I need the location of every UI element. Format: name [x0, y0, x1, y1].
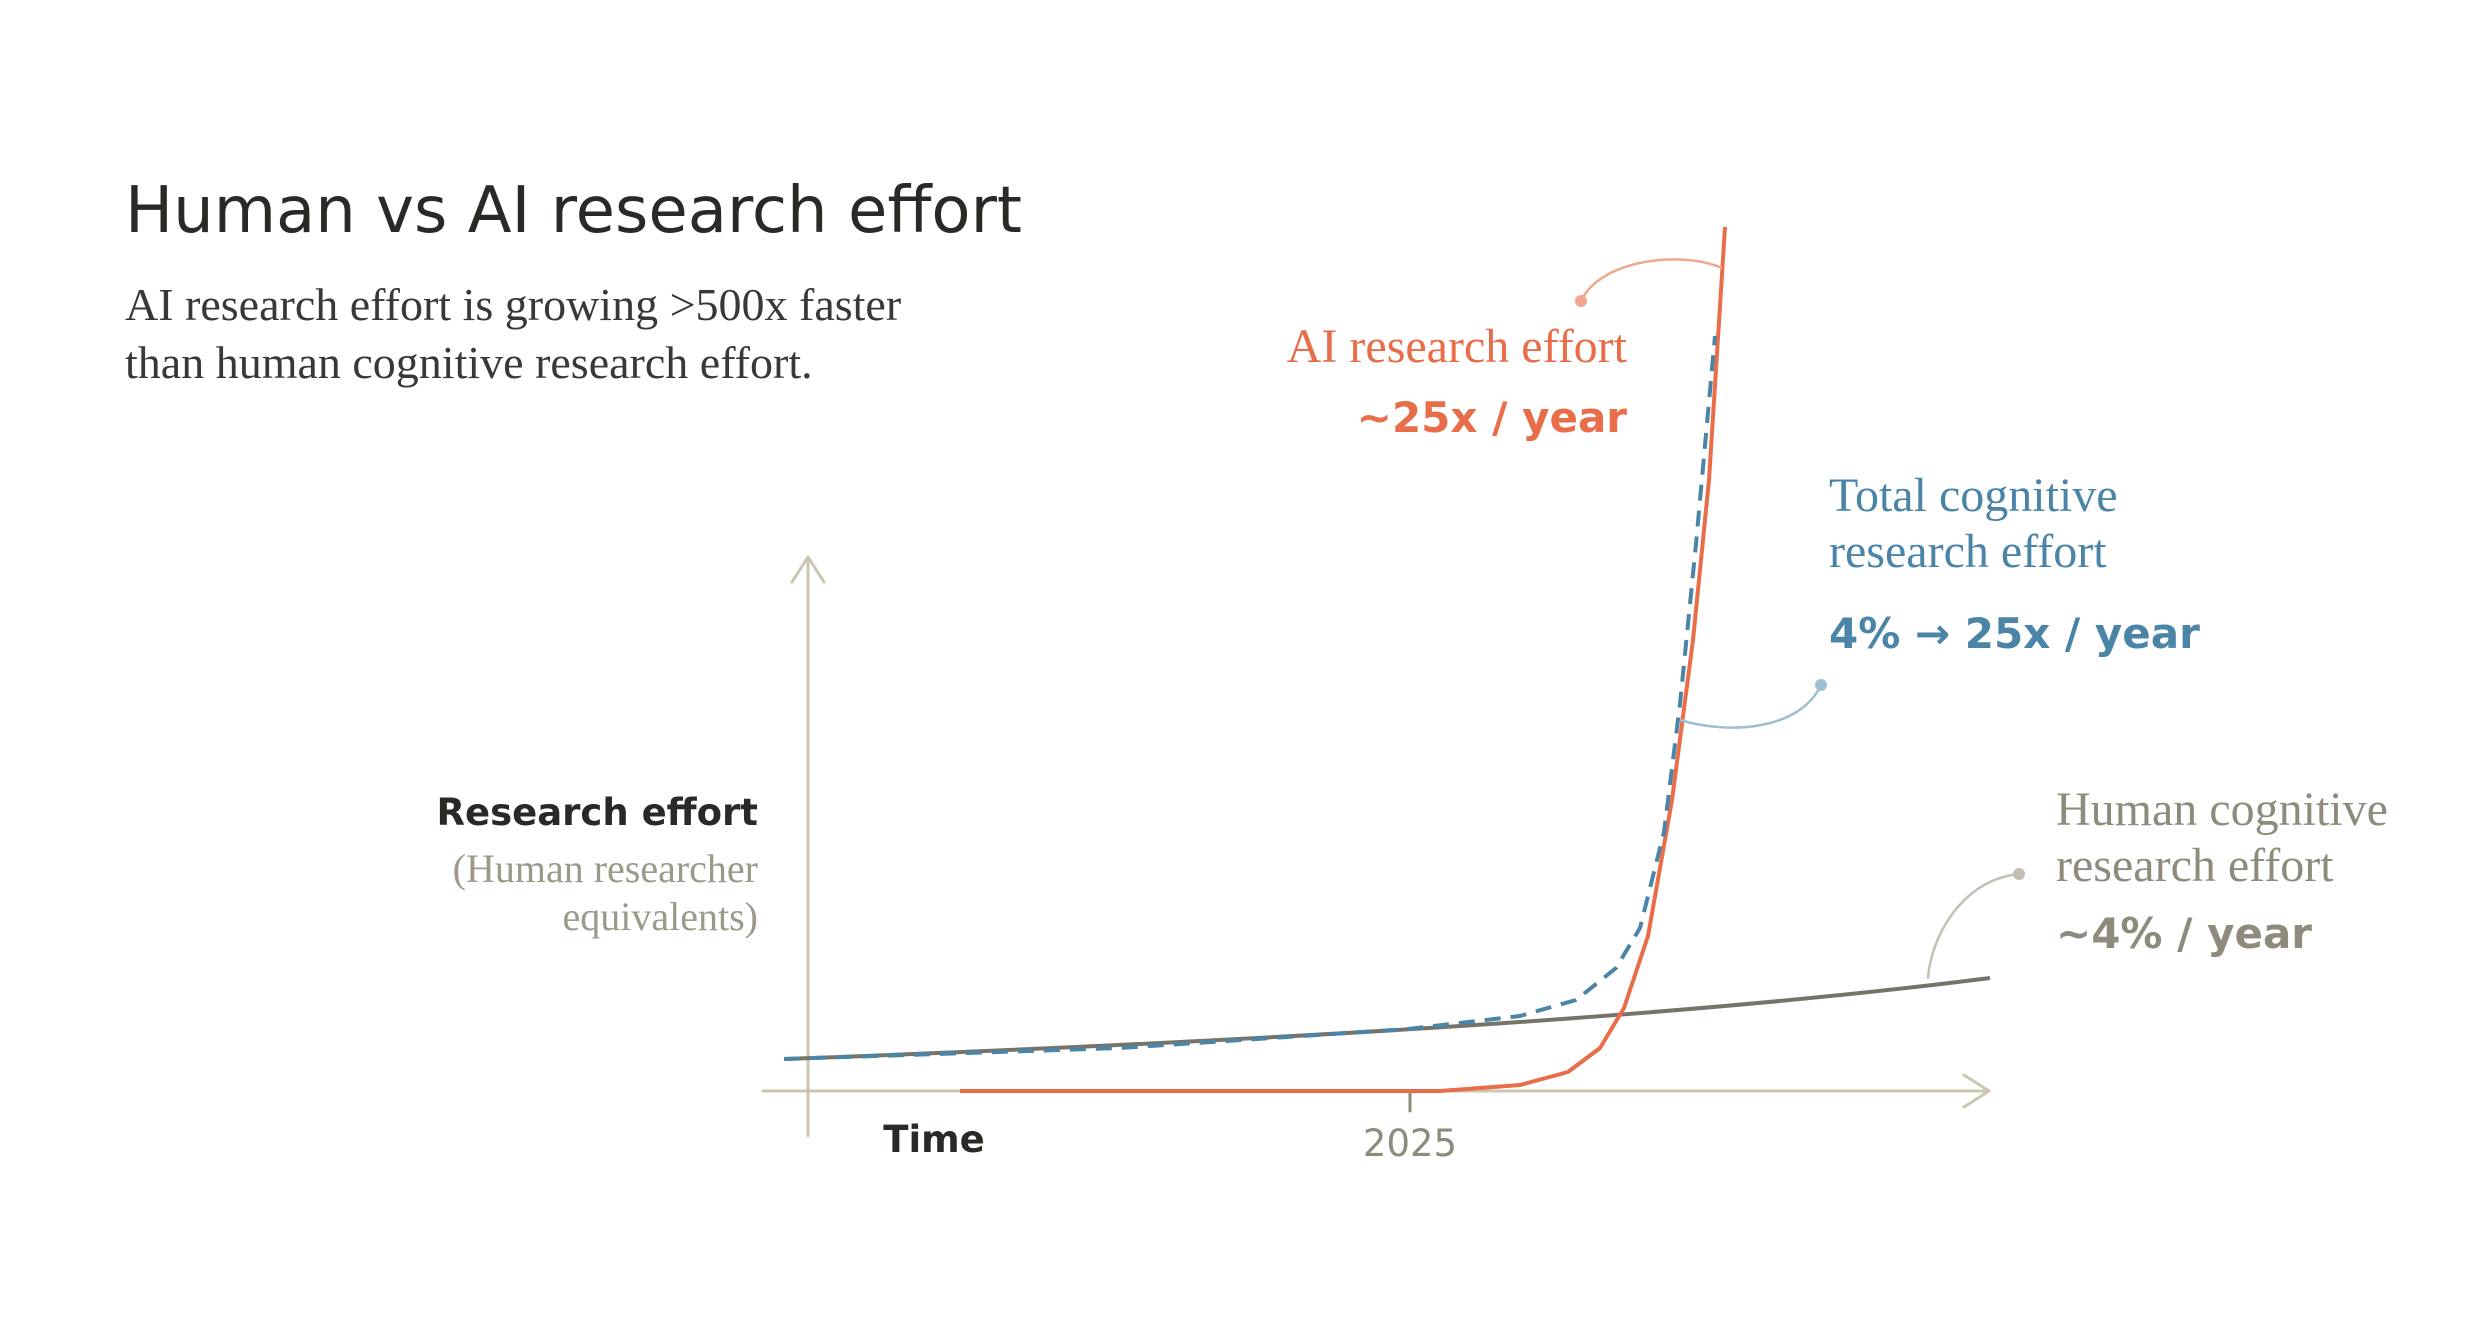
x-axis-label: Time: [883, 1118, 985, 1161]
leader-line: [1926, 872, 2020, 980]
axes: [761, 555, 1991, 1138]
annotation-label: research effort: [2056, 839, 2334, 892]
y-axis-arrow: [790, 555, 826, 584]
leader-dot: [2013, 868, 2025, 880]
leader-dot: [1815, 679, 1827, 691]
leader-line: [1579, 258, 1723, 302]
annotation-label: Total cognitive: [1829, 469, 2118, 522]
annotation-label: Human cognitive: [2056, 783, 2388, 836]
subtitle-line: AI research effort is growing >500x fast…: [125, 279, 901, 330]
total-curve: [783, 335, 1717, 1061]
chart-title: Human vs AI research effort: [125, 174, 1022, 248]
annotation-rate: 4% → 25x / year: [1829, 609, 2200, 658]
annotation-rate: ~25x / year: [1357, 393, 1628, 442]
leader-dot: [1575, 295, 1587, 307]
x-marker-label: 2025: [1363, 1122, 1457, 1165]
leader-line: [1679, 684, 1823, 729]
x-axis-arrow: [1962, 1073, 1991, 1109]
y-axis-label: Research effort: [437, 791, 759, 834]
annotation-label: research effort: [1829, 525, 2107, 578]
annotations: AI research effort ~25x / year Total cogni…: [1287, 320, 2388, 958]
subtitle-line: than human cognitive research effort.: [125, 337, 813, 388]
annotation-label: AI research effort: [1287, 320, 1628, 373]
human-curve: [783, 976, 1991, 1061]
ai-curve: [960, 226, 1727, 1093]
annotation-rate: ~4% / year: [2056, 909, 2312, 958]
y-axis-sublabel: equivalents): [563, 894, 759, 939]
y-axis-sublabel: (Human researcher: [453, 846, 758, 891]
